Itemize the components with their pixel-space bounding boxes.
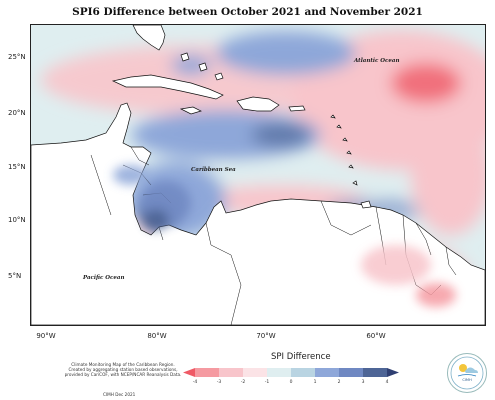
lat-tick-5n: 5°N [8, 272, 22, 280]
caribbean-sea-label: Caribbean Sea [191, 167, 236, 173]
colorbar-cell [195, 368, 220, 377]
land-anomaly-overlay [113, 165, 456, 307]
trinidad-land [360, 200, 372, 209]
map-canvas: Atlantic Ocean Caribbean Sea Pacific Oce… [31, 25, 485, 325]
lat-tick-25n: 25°N [8, 53, 26, 61]
colorbar-cell [291, 368, 316, 377]
logo-text: CIMH [462, 378, 472, 382]
map-panel: Atlantic Ocean Caribbean Sea Pacific Oce… [30, 24, 486, 326]
cuba-land [111, 74, 224, 100]
colorbar-cell [315, 368, 340, 377]
lon-tick-80w: 80°W [147, 332, 167, 340]
lesser-antilles-land [330, 114, 358, 186]
puerto-rico-land [288, 105, 306, 112]
colorbar-extend-low [183, 368, 195, 377]
colorbar-cell [243, 368, 268, 377]
colorbar-cell [339, 368, 364, 377]
colorbar-tick-label: -1 [264, 380, 270, 385]
lon-tick-70w: 70°W [256, 332, 276, 340]
florida-land [132, 25, 166, 51]
bahamas-land [180, 52, 224, 81]
colorbar-tick-label: -2 [240, 380, 246, 385]
colorbar-tick-label: -4 [192, 380, 198, 385]
colorbar-tick-label: 1 [313, 380, 317, 385]
logo-emblem-icon [450, 356, 484, 390]
lon-tick-90w: 90°W [36, 332, 56, 340]
colorbar [183, 368, 399, 377]
colorbar-tick-label: -3 [216, 380, 222, 385]
legend-title: SPI Difference [271, 352, 331, 362]
colorbar-extend-high [387, 368, 399, 377]
colorbar-tick-label: 3 [361, 380, 365, 385]
lon-tick-60w: 60°W [366, 332, 386, 340]
map-title: SPI6 Difference between October 2021 and… [72, 6, 423, 18]
colorbar-cell [219, 368, 244, 377]
credit-text: Climate Monitoring Map of the Caribbean … [64, 362, 182, 378]
issued-text: CIMH Dec 2021 [103, 392, 136, 397]
cimh-logo: CIMH [447, 353, 487, 393]
atlantic-ocean-label: Atlantic Ocean [353, 58, 399, 64]
lat-tick-20n: 20°N [8, 109, 26, 117]
pacific-ocean-label: Pacific Ocean [82, 275, 124, 281]
colorbar-cell [363, 368, 388, 377]
jamaica-land [179, 106, 202, 115]
colorbar-tick-label: 0 [289, 380, 293, 385]
colorbar-cell [267, 368, 292, 377]
colorbar-tick-label: 4 [385, 380, 389, 385]
hispaniola-land [236, 96, 280, 112]
colorbar-tick-label: 2 [337, 380, 341, 385]
lat-tick-15n: 15°N [8, 163, 26, 171]
lat-tick-10n: 10°N [8, 216, 26, 224]
